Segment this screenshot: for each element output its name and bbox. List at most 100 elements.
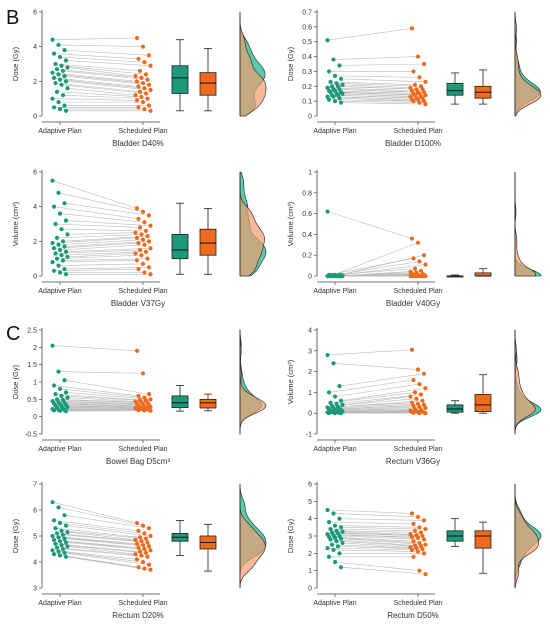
pair-line [330,528,416,532]
adaptive-point [65,232,70,237]
pair-line [337,533,423,537]
scheduled-point [136,545,141,550]
pair-line [59,56,145,63]
scheduled-point [145,554,150,559]
scheduled-box [199,72,217,96]
scheduled-point [421,61,427,67]
pair-line [62,548,148,558]
pair-line [67,67,136,77]
adaptive-point [59,543,64,548]
adaptive-point [53,526,58,531]
scheduled-point [423,405,428,411]
scheduled-point [140,261,146,266]
scheduled-point [415,401,421,406]
adaptive-point [62,266,67,272]
scheduled-point [415,514,421,520]
x-tick-label: Scheduled Plan [393,128,442,135]
pair-line [59,388,145,398]
pair-line [58,507,144,526]
scheduled-point [412,528,418,533]
adaptive-point [57,106,63,112]
adaptive-point [56,42,61,48]
adaptive-point [57,408,63,413]
adaptive-point [56,263,61,268]
adaptive-point [51,51,57,56]
pair-line [62,94,148,99]
adaptive-point [51,105,57,110]
x-tick-label: Adaptive Plan [313,600,356,607]
adaptive-point [340,91,345,96]
scheduled-point [142,270,147,275]
adaptive-point [56,535,61,540]
adaptive-point [326,273,332,279]
adaptive-point [63,554,69,559]
pair-line [334,383,420,397]
pair-line [342,542,411,548]
adaptive-point [331,361,336,366]
scheduled-point [139,94,144,100]
pair-line [65,556,151,571]
scheduled-point [140,523,146,528]
scheduled-point [417,259,422,264]
scheduled-point [417,381,422,387]
pair-line [340,527,426,530]
pair-line [337,94,423,99]
pair-line [55,223,141,228]
adaptive-point [62,74,67,79]
scheduled-point [423,102,428,107]
adaptive-point [63,79,69,84]
x-tick-label: Scheduled Plan [118,128,167,135]
adaptive-point [337,551,342,556]
y-tick-label: 4 [33,44,37,51]
scheduled-point [136,216,141,221]
adaptive-point [328,79,333,84]
scheduled-point [418,268,424,273]
scheduled-point [139,539,144,544]
y-tick-label: 0.7 [302,10,312,17]
y-tick-label: 2 [33,239,37,246]
scheduled-point [145,234,150,239]
adaptive-point [325,507,330,513]
pair-line [339,373,425,387]
scheduled-point [143,249,149,254]
scheduled-point [134,348,140,353]
adaptive-point [340,529,345,534]
adaptive-point [62,513,67,518]
scheduled-point [140,237,146,242]
pair-line [336,530,422,533]
y-tick-label: 0 [308,586,312,593]
pair-line [336,83,422,87]
pair-line [59,79,145,89]
adaptive-point [340,82,345,87]
scheduled-point [421,518,427,523]
chart-rectum-v36: -1 0 1 2 3 4 Volume (cm³) Adaptive Plan Schedule… [286,328,542,466]
pair-line [56,234,142,239]
scheduled-point [415,549,421,554]
y-tick-label: 0 [308,411,312,418]
scheduled-point [421,371,427,376]
pair-line [64,241,150,247]
scheduled-point [146,82,152,87]
scheduled-point [411,521,416,526]
adaptive-point [53,251,58,256]
adaptive-point [59,227,64,232]
scheduled-point [417,273,422,279]
adaptive-point [65,544,70,549]
pair-line [64,552,150,565]
pair-line [67,406,136,409]
pair-line [56,547,142,556]
scheduled-point [411,377,416,383]
pair-line [59,403,145,407]
y-tick-label: 0.4 [302,54,312,61]
scheduled-point [137,225,143,230]
scheduled-density [514,484,539,589]
y-tick-label: -1 [306,432,312,439]
adaptive-point [50,37,55,42]
adaptive-point [50,343,55,348]
adaptive-point [334,539,339,544]
scheduled-point [140,559,146,565]
pair-line [334,100,420,103]
pair-line [336,409,422,412]
adaptive-point [332,99,338,104]
scheduled-point [423,411,428,416]
